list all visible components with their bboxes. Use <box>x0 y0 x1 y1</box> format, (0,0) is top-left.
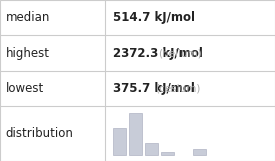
Text: median: median <box>6 11 50 24</box>
Bar <box>113 128 126 155</box>
Bar <box>161 152 174 155</box>
Text: 514.7 kJ/mol: 514.7 kJ/mol <box>113 11 195 24</box>
Text: 2372.3 kJ/mol: 2372.3 kJ/mol <box>113 47 203 60</box>
Bar <box>193 149 206 155</box>
Text: lowest: lowest <box>6 82 44 95</box>
Text: (cesium): (cesium) <box>155 84 200 94</box>
Text: highest: highest <box>6 47 50 60</box>
Text: (helium): (helium) <box>158 48 202 58</box>
Bar <box>129 113 142 155</box>
Text: 375.7 kJ/mol: 375.7 kJ/mol <box>113 82 195 95</box>
Text: distribution: distribution <box>6 127 73 140</box>
Bar <box>145 143 158 155</box>
